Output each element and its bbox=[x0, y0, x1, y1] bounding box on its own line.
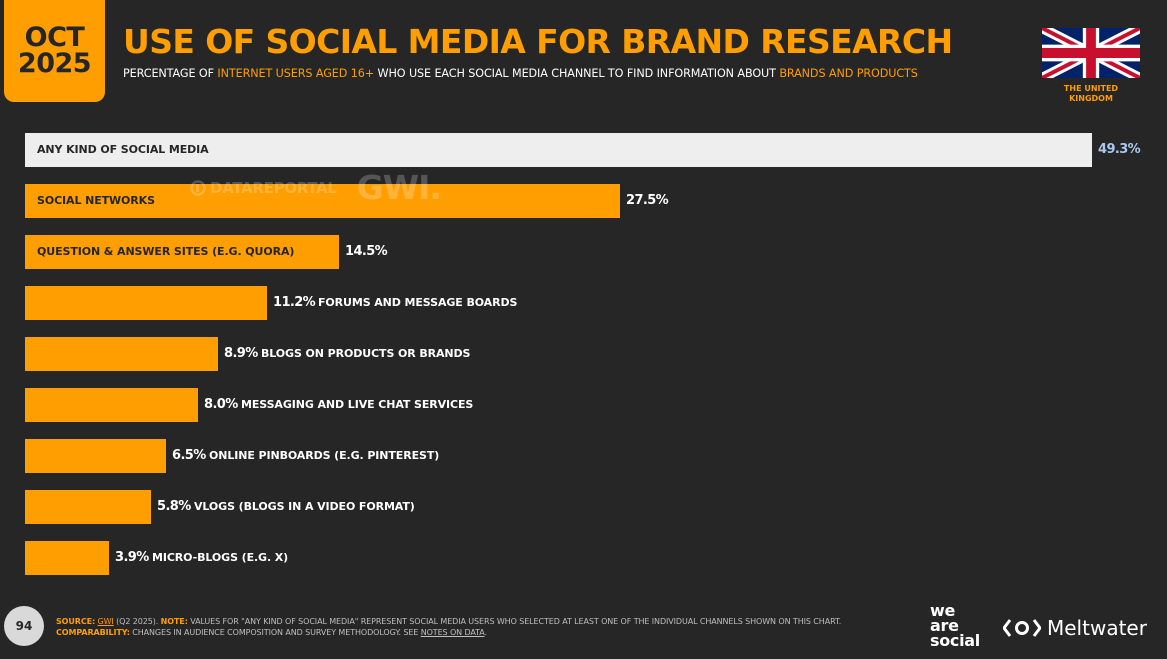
category-label: FORUMS AND MESSAGE BOARDS bbox=[318, 296, 518, 309]
category-label: SOCIAL NETWORKS bbox=[37, 194, 155, 207]
footer-comparability-line: COMPARABILITY: CHANGES IN AUDIENCE COMPO… bbox=[56, 628, 487, 638]
bar bbox=[25, 439, 166, 473]
source-link[interactable]: GWI bbox=[97, 617, 114, 626]
value-label: 49.3% bbox=[1098, 142, 1141, 157]
footer-notes: SOURCE: GWI (Q2 2025). NOTE: VALUES FOR … bbox=[56, 616, 841, 638]
category-label: ANY KIND OF SOCIAL MEDIA bbox=[37, 143, 209, 156]
bar bbox=[25, 388, 198, 422]
country-label: THE UNITED KINGDOM bbox=[1063, 84, 1119, 103]
bar bbox=[25, 286, 267, 320]
page-title: USE OF SOCIAL MEDIA FOR BRAND RESEARCH bbox=[123, 22, 953, 61]
bar bbox=[25, 541, 109, 575]
date-month: OCT bbox=[24, 22, 85, 54]
value-label: 8.0% bbox=[204, 397, 238, 412]
meltwater-icon bbox=[1003, 619, 1041, 637]
page-subtitle: PERCENTAGE OF INTERNET USERS AGED 16+ WH… bbox=[123, 67, 918, 80]
value-label: 27.5% bbox=[626, 193, 669, 208]
category-label: MICRO-BLOGS (E.G. X) bbox=[152, 551, 289, 564]
page-number: 94 bbox=[4, 606, 44, 646]
bar bbox=[25, 235, 339, 269]
subtitle-part: WHO USE EACH SOCIAL MEDIA CHANNEL TO FIN… bbox=[374, 67, 780, 80]
bar bbox=[25, 337, 218, 371]
footer-source-line: SOURCE: GWI (Q2 2025). NOTE: VALUES FOR … bbox=[56, 617, 842, 626]
value-label: 11.2% bbox=[273, 295, 316, 310]
date-year: 2025 bbox=[17, 48, 92, 79]
value-label: 8.9% bbox=[224, 346, 258, 361]
category-label: BLOGS ON PRODUCTS OR BRANDS bbox=[261, 347, 471, 360]
watermark: DATAREPORTAL GWI. bbox=[190, 168, 442, 207]
category-label: QUESTION & ANSWER SITES (E.G. QUORA) bbox=[37, 245, 295, 258]
value-label: 3.9% bbox=[115, 550, 149, 565]
uk-flag-icon bbox=[1042, 28, 1140, 78]
we-are-social-logo: we are social bbox=[930, 601, 980, 651]
bar bbox=[25, 490, 151, 524]
value-label: 14.5% bbox=[345, 244, 388, 259]
gwi-watermark: GWI. bbox=[356, 168, 442, 207]
subtitle-part: PERCENTAGE OF bbox=[123, 67, 218, 80]
bar bbox=[25, 184, 620, 218]
bar-total bbox=[25, 133, 1092, 167]
datareportal-icon bbox=[190, 179, 206, 196]
subtitle-part: BRANDS AND PRODUCTS bbox=[779, 67, 918, 80]
subtitle-part: INTERNET USERS AGED 16+ bbox=[217, 67, 375, 80]
datareportal-watermark: DATAREPORTAL bbox=[190, 179, 337, 197]
value-label: 5.8% bbox=[157, 499, 191, 514]
notes-on-data-link[interactable]: NOTES ON DATA bbox=[420, 628, 485, 638]
date-badge: OCT 2025 bbox=[4, 0, 105, 102]
category-label: MESSAGING AND LIVE CHAT SERVICES bbox=[241, 398, 474, 411]
value-label: 6.5% bbox=[172, 448, 206, 463]
meltwater-logo: Meltwater bbox=[1003, 616, 1147, 640]
category-label: VLOGS (BLOGS IN A VIDEO FORMAT) bbox=[194, 500, 415, 513]
category-label: ONLINE PINBOARDS (E.G. PINTEREST) bbox=[209, 449, 440, 462]
